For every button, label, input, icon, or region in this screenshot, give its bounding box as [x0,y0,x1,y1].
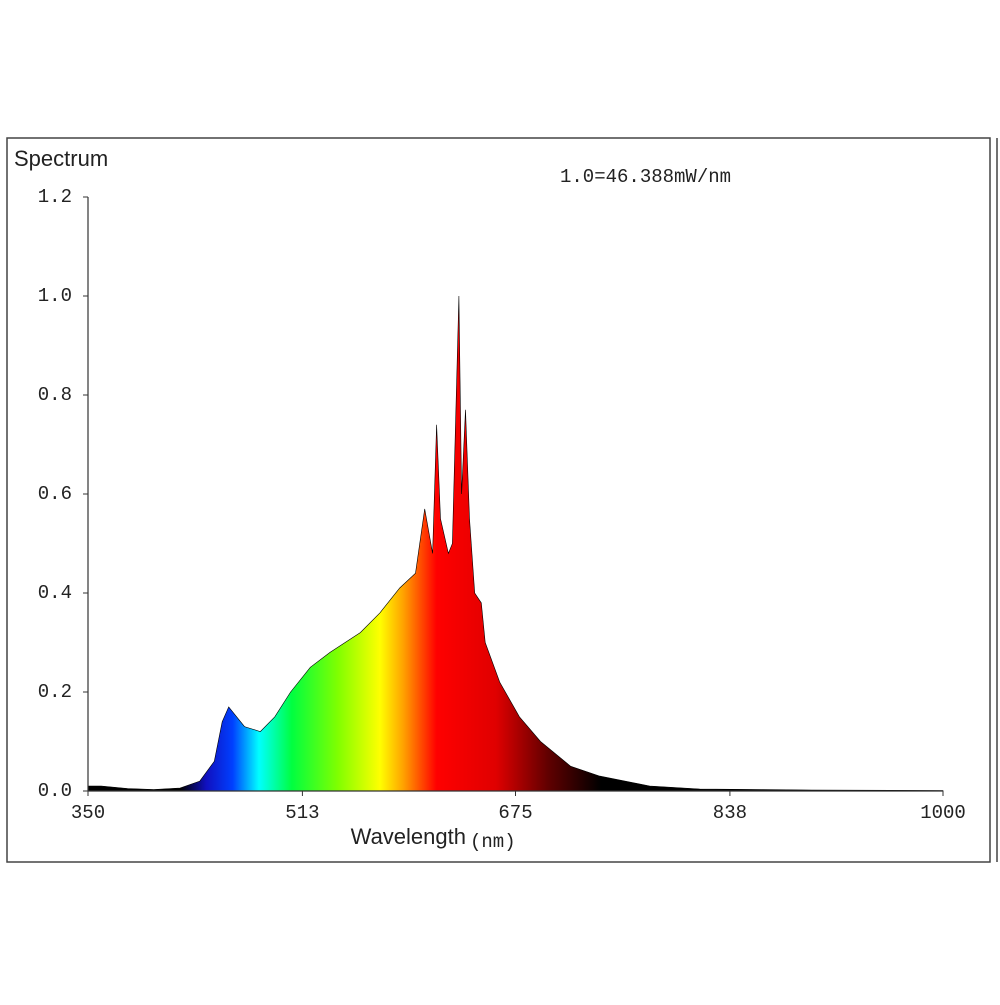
x-tick-label: 675 [498,802,532,824]
y-tick-label: 1.0 [38,285,72,307]
spectrum-area [87,295,944,792]
x-tick-label: 838 [713,802,747,824]
y-tick-label: 0.0 [38,780,72,802]
y-tick-label: 0.6 [38,483,72,505]
x-tick-label: 513 [285,802,319,824]
x-tick-label: 350 [71,802,105,824]
x-axis-label: Wavelength [351,824,466,849]
x-axis-unit: (nm) [470,831,516,853]
y-tick-label: 1.2 [38,186,72,208]
y-tick-label: 0.8 [38,384,72,406]
chart-title: Spectrum [14,146,108,171]
x-tick-label: 1000 [920,802,966,824]
y-tick-label: 0.4 [38,582,72,604]
y-tick-label: 0.2 [38,681,72,703]
annotation: 1.0=46.388mW/nm [560,166,731,188]
